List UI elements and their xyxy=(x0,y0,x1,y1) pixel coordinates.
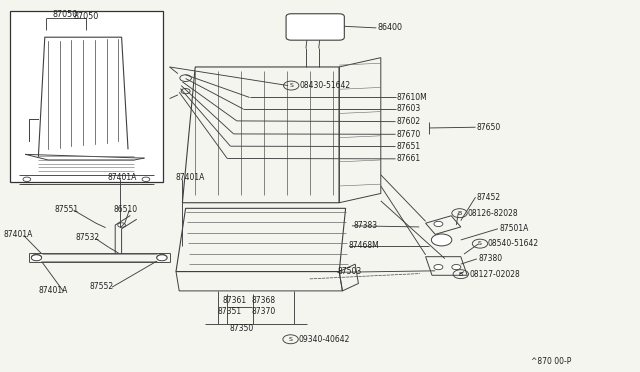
Text: 87050: 87050 xyxy=(52,10,77,19)
Text: 87501A: 87501A xyxy=(499,224,529,233)
Text: 87050: 87050 xyxy=(74,12,99,21)
Text: 08127-02028: 08127-02028 xyxy=(469,270,520,279)
Circle shape xyxy=(434,264,443,270)
Text: 87650: 87650 xyxy=(477,123,501,132)
Text: S: S xyxy=(289,83,293,88)
Bar xyxy=(10,11,163,182)
Circle shape xyxy=(434,221,443,227)
Circle shape xyxy=(31,254,42,260)
Text: 87350: 87350 xyxy=(229,324,253,333)
Text: 09340-40642: 09340-40642 xyxy=(299,335,350,344)
Circle shape xyxy=(142,177,150,182)
Text: 86510: 86510 xyxy=(114,205,138,214)
Text: 87651: 87651 xyxy=(397,142,421,151)
Text: 87602: 87602 xyxy=(397,117,421,126)
Circle shape xyxy=(157,255,167,261)
Circle shape xyxy=(23,177,31,182)
Text: 87661: 87661 xyxy=(397,154,421,163)
Text: 87468M: 87468M xyxy=(349,241,380,250)
Circle shape xyxy=(452,264,461,270)
Text: 08126-82028: 08126-82028 xyxy=(467,209,518,218)
Circle shape xyxy=(118,223,125,227)
Text: 87361: 87361 xyxy=(223,296,247,305)
Text: 87401A: 87401A xyxy=(38,286,68,295)
Text: B: B xyxy=(459,272,463,277)
Text: 87383: 87383 xyxy=(353,221,378,230)
Text: 87452: 87452 xyxy=(477,193,501,202)
Text: 87401A: 87401A xyxy=(108,173,137,182)
Text: 87380: 87380 xyxy=(479,254,503,263)
Text: S: S xyxy=(478,241,482,246)
Text: 86400: 86400 xyxy=(378,23,403,32)
Text: 87552: 87552 xyxy=(90,282,114,291)
Circle shape xyxy=(431,234,452,246)
Text: 87368: 87368 xyxy=(252,296,276,305)
Text: 87503: 87503 xyxy=(337,267,362,276)
Circle shape xyxy=(157,254,167,260)
Text: ^870 00-P: ^870 00-P xyxy=(531,357,572,366)
Text: 87670: 87670 xyxy=(397,130,421,139)
Text: 87532: 87532 xyxy=(76,233,100,242)
Text: 87551: 87551 xyxy=(54,205,79,214)
Circle shape xyxy=(31,255,42,261)
Text: B: B xyxy=(458,211,461,216)
Text: 87401A: 87401A xyxy=(175,173,205,182)
Text: 87401A: 87401A xyxy=(3,230,33,239)
Text: S: S xyxy=(289,337,292,342)
Text: 08540-51642: 08540-51642 xyxy=(488,239,539,248)
FancyBboxPatch shape xyxy=(286,14,344,40)
Text: 87351: 87351 xyxy=(218,307,242,316)
Text: 87603: 87603 xyxy=(397,105,421,113)
Text: 08430-51642: 08430-51642 xyxy=(300,81,351,90)
Text: 87370: 87370 xyxy=(252,307,276,316)
Text: 87610M: 87610M xyxy=(397,93,428,102)
